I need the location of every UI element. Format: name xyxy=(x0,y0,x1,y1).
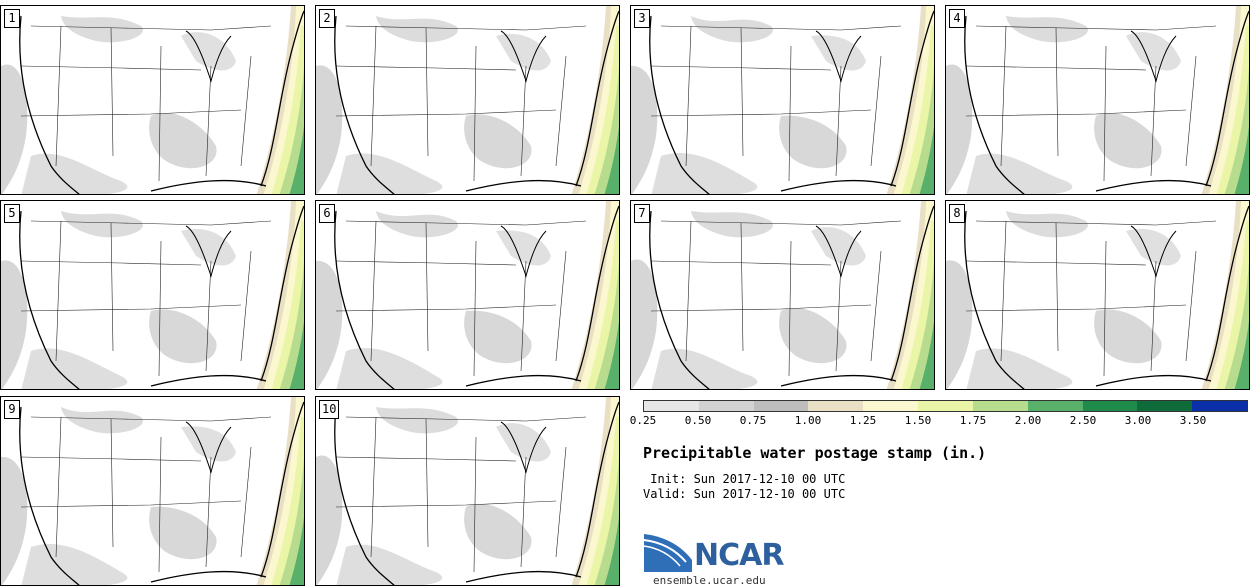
colorbar-tick-label: 1.50 xyxy=(904,414,932,427)
map-panel: 6 xyxy=(315,200,620,390)
panel-number: 10 xyxy=(319,400,340,419)
ncar-wordmark: NCAR xyxy=(694,538,784,573)
map-panel: 4 xyxy=(945,5,1250,195)
colorbar-tick-label: 2.50 xyxy=(1069,414,1097,427)
colorbar-tick-label: 3.00 xyxy=(1124,414,1152,427)
panel-number: 5 xyxy=(4,204,20,223)
colorbar-tick-label: 1.75 xyxy=(959,414,987,427)
colorbar-swatch xyxy=(1137,401,1193,411)
colorbar-swatch xyxy=(972,401,1028,411)
colorbar-tick-label: 1.00 xyxy=(794,414,822,427)
site-url: ensemble.ucar.edu xyxy=(653,574,766,587)
valid-time: Valid: Sun 2017-12-10 00 UTC xyxy=(643,487,846,501)
panel-number: 1 xyxy=(4,9,20,28)
colorbar-swatch xyxy=(1082,401,1138,411)
colorbar-tick-label: 0.25 xyxy=(629,414,657,427)
colorbar-tick-label: 1.25 xyxy=(849,414,877,427)
colorbar-swatch xyxy=(1192,401,1247,411)
map-panel: 10 xyxy=(315,396,620,586)
colorbar-swatch xyxy=(1027,401,1083,411)
map-panel: 3 xyxy=(630,5,935,195)
panel-number: 4 xyxy=(949,9,965,28)
colorbar-swatch xyxy=(753,401,809,411)
ncar-logo-icon xyxy=(643,534,692,572)
panel-number: 6 xyxy=(319,204,335,223)
colorbar-swatch xyxy=(863,401,919,411)
panel-number: 8 xyxy=(949,204,965,223)
colorbar xyxy=(643,400,1248,412)
init-time: Init: Sun 2017-12-10 00 UTC xyxy=(643,472,846,486)
colorbar-swatch xyxy=(698,401,754,411)
chart-title: Precipitable water postage stamp (in.) xyxy=(643,444,987,462)
colorbar-tick-label: 2.00 xyxy=(1014,414,1042,427)
colorbar-tick-label: 3.50 xyxy=(1179,414,1207,427)
map-panel: 2 xyxy=(315,5,620,195)
map-panel: 1 xyxy=(0,5,305,195)
map-panel: 7 xyxy=(630,200,935,390)
colorbar-swatch xyxy=(808,401,864,411)
colorbar-tick-label: 0.50 xyxy=(684,414,712,427)
panel-number: 9 xyxy=(4,400,20,419)
colorbar-swatch xyxy=(644,401,699,411)
map-panel: 8 xyxy=(945,200,1250,390)
map-panel: 5 xyxy=(0,200,305,390)
colorbar-tick-label: 0.75 xyxy=(739,414,767,427)
panel-number: 3 xyxy=(634,9,650,28)
panel-number: 7 xyxy=(634,204,650,223)
panel-number: 2 xyxy=(319,9,335,28)
colorbar-swatch xyxy=(918,401,973,411)
map-panel: 9 xyxy=(0,396,305,586)
